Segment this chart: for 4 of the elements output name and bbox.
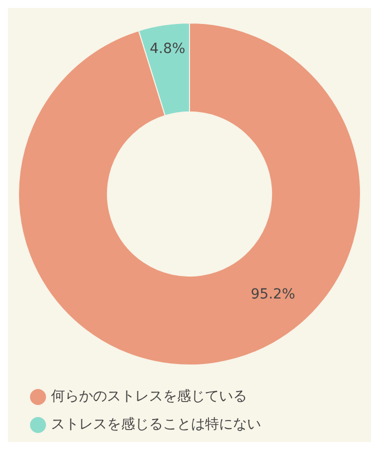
data-label: 4.8% bbox=[150, 41, 186, 58]
legend-label: 何らかのストレスを感じている bbox=[51, 388, 247, 405]
data-label: 95.2% bbox=[250, 286, 296, 303]
legend-label: ストレスを感じることは特にない bbox=[51, 416, 261, 433]
